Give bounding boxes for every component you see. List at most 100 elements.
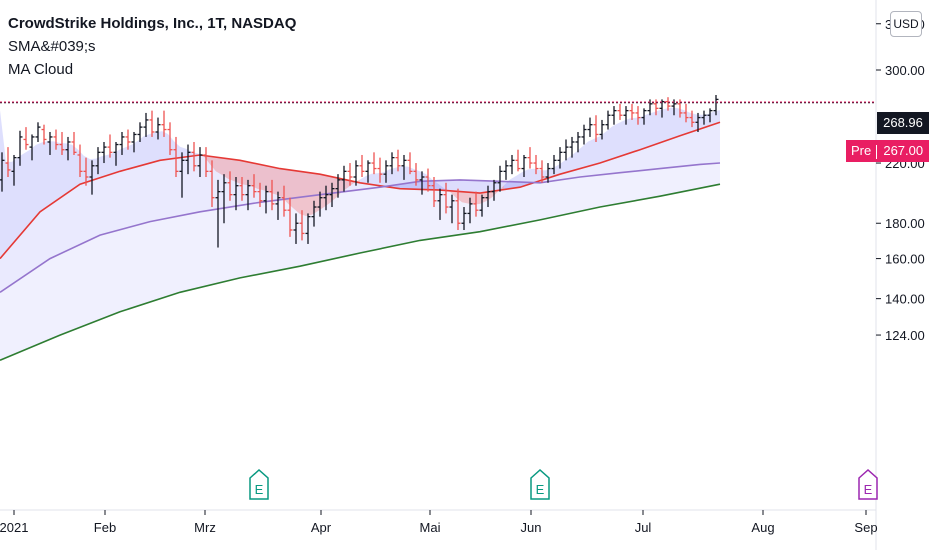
ohlc-bar — [59, 131, 65, 155]
ohlc-bar — [701, 110, 707, 125]
cloud-band-fast — [108, 152, 114, 176]
cloud-band-fast — [672, 107, 678, 139]
ohlc-bar — [611, 106, 617, 125]
cloud-band-fast — [84, 155, 90, 183]
ohlc-bar — [113, 141, 119, 166]
price-axis[interactable]: 350.00300.00220.00180.00160.00140.00124.… — [876, 17, 925, 343]
ohlc-bar — [587, 117, 593, 137]
ohlc-bar — [641, 108, 647, 125]
cloud-band-fast — [594, 136, 600, 165]
time-axis[interactable]: 2021 Feb Mrz Apr Mai Jun Jul Aug Sep — [0, 510, 878, 535]
sma-line-3 — [0, 183, 721, 362]
currency-button[interactable]: USD — [890, 11, 922, 37]
ohlc-bar — [293, 213, 299, 244]
cloud-band-fast — [384, 169, 390, 188]
price-tick-label: 140.00 — [885, 292, 925, 307]
cloud-band-slow — [0, 163, 720, 361]
ohlc-bar — [209, 160, 215, 208]
cloud-band-fast — [396, 166, 402, 189]
price-tick-label: 180.00 — [885, 216, 925, 231]
cloud-band-fast — [72, 144, 78, 190]
cloud-band-fast — [528, 168, 534, 185]
ohlc-bar — [707, 108, 713, 123]
ohlc-bar — [167, 122, 173, 155]
ohlc-bar — [317, 191, 323, 217]
cloud-band-fast — [636, 116, 642, 152]
ohlc-bar — [347, 163, 353, 186]
ohlc-bar — [149, 110, 155, 137]
cloud-band-fast — [24, 149, 30, 230]
ohlc-bar — [401, 154, 407, 180]
ohlc-bar — [53, 129, 59, 150]
cloud-band-fast — [132, 140, 138, 168]
price-tick-label: 300.00 — [885, 63, 925, 78]
indicator-sma-label[interactable]: SMA&#039;s — [8, 38, 96, 55]
ohlc-bar — [503, 160, 509, 180]
ohlc-bar — [443, 182, 449, 214]
ohlc-bar — [119, 131, 125, 155]
ohlc-bar — [521, 154, 527, 178]
ohlc-bar — [269, 179, 275, 211]
ohlc-bar — [635, 106, 641, 125]
cloud-band-fast — [18, 153, 24, 237]
ohlc-bar — [509, 154, 515, 175]
earnings-marker-shape — [858, 468, 878, 500]
cloud-band-fast — [684, 110, 690, 135]
cloud-band-fast — [126, 144, 132, 170]
ohlc-bar — [137, 122, 143, 142]
cloud-band-fast — [618, 120, 624, 157]
cloud-band-fast — [96, 156, 102, 180]
ohlc-bar — [101, 141, 107, 164]
cloud-band-fast — [114, 149, 120, 174]
ohlc-bar — [551, 154, 557, 175]
cloud-band-fast — [138, 136, 144, 167]
earnings-marker-shape — [249, 468, 269, 500]
time-tick-label: Feb — [94, 520, 116, 535]
ohlc-bar — [593, 115, 599, 142]
cloud-band-fast — [600, 131, 606, 164]
ohlc-bar — [287, 197, 293, 237]
ohlc-bar — [0, 152, 5, 192]
cloud-band-fast — [246, 161, 252, 187]
cloud-band-fast — [372, 173, 378, 186]
ohlc-bar — [533, 154, 539, 175]
ohlc-bar — [275, 191, 281, 220]
cloud-band-fast — [216, 157, 222, 175]
ohlc-bar — [407, 152, 413, 175]
ohlc-bar — [155, 117, 161, 140]
earnings-marker-shape — [530, 468, 550, 500]
cloud-band-fast — [576, 146, 582, 170]
ohlc-bar — [143, 112, 149, 137]
cloud-band-fast — [660, 108, 666, 143]
ohlc-bar — [23, 127, 29, 150]
time-tick-label: Jul — [635, 520, 652, 535]
ohlc-bar — [131, 131, 137, 153]
ohlc-bar — [497, 165, 503, 192]
cloud-band-fast — [258, 164, 264, 191]
symbol-title[interactable]: CrowdStrike Holdings, Inc., 1T, NASDAQ — [8, 15, 297, 32]
cloud-band-fast — [162, 131, 168, 161]
ohlc-bar — [623, 106, 629, 125]
pre-market-tag: Pre 267.00 — [846, 140, 930, 162]
ohlc-bar — [41, 124, 47, 145]
ohlc-bar — [689, 110, 695, 128]
cloud-band-fast — [468, 192, 474, 205]
ohlc-bar — [185, 144, 191, 175]
cloud-band-fast — [60, 143, 66, 198]
cloud-band-fast — [36, 142, 42, 217]
ohlc-bar — [323, 185, 329, 211]
indicator-ma-cloud-label[interactable]: MA Cloud — [8, 61, 74, 78]
earnings-marker-label: E — [536, 482, 545, 497]
ohlc-bar — [485, 185, 491, 208]
cloud-band-fast — [324, 175, 330, 208]
pre-market-value: 267.00 — [883, 143, 924, 158]
ohlc-bar — [227, 171, 233, 201]
ohlc-bar — [365, 160, 371, 183]
earnings-marker: E — [249, 468, 269, 500]
ohlc-bar — [17, 130, 23, 166]
time-tick-label: Sep — [854, 520, 877, 535]
earnings-marker: E — [530, 468, 550, 500]
ohlc-bar — [305, 213, 311, 244]
